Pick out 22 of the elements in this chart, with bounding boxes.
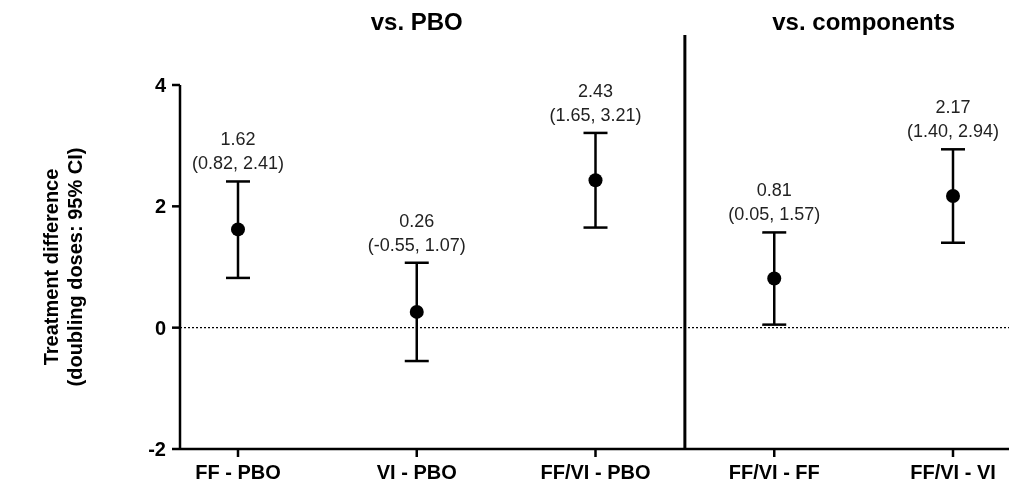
text: vs. components: [772, 8, 955, 35]
y-tick-label: -2: [148, 438, 166, 460]
y-tick-label: 2: [154, 195, 166, 218]
data-label: 1.62 (0.82, 2.41): [191, 129, 285, 174]
x-tick-label: FF/VI - FF: [728, 461, 820, 483]
y-tick-label: 0: [154, 316, 166, 339]
point: [409, 304, 424, 319]
point: [767, 271, 782, 286]
data-label: 0.26 (-0.55, 1.07): [367, 210, 466, 255]
text: vs. PBO: [370, 8, 463, 35]
y-tick-label: 4: [154, 74, 167, 96]
x-tick-label: FF/VI - PBO: [540, 461, 651, 483]
x-tick-label: FF - PBO: [195, 461, 281, 483]
data-label: 0.81 (0.05, 1.57): [728, 180, 821, 225]
point: [946, 189, 960, 204]
y-axis-title: Treatment difference (doubling doses: 95% CI): [40, 147, 86, 387]
x-tick-label: VI - PBO: [376, 461, 457, 483]
point: [588, 173, 603, 188]
point: [231, 222, 245, 237]
x-tick-label: FF/VI - VI: [910, 461, 996, 483]
data-label: 2.17 (1.40, 2.94): [906, 97, 1000, 142]
data-label: 2.43 (1.65, 3.21): [549, 80, 642, 125]
